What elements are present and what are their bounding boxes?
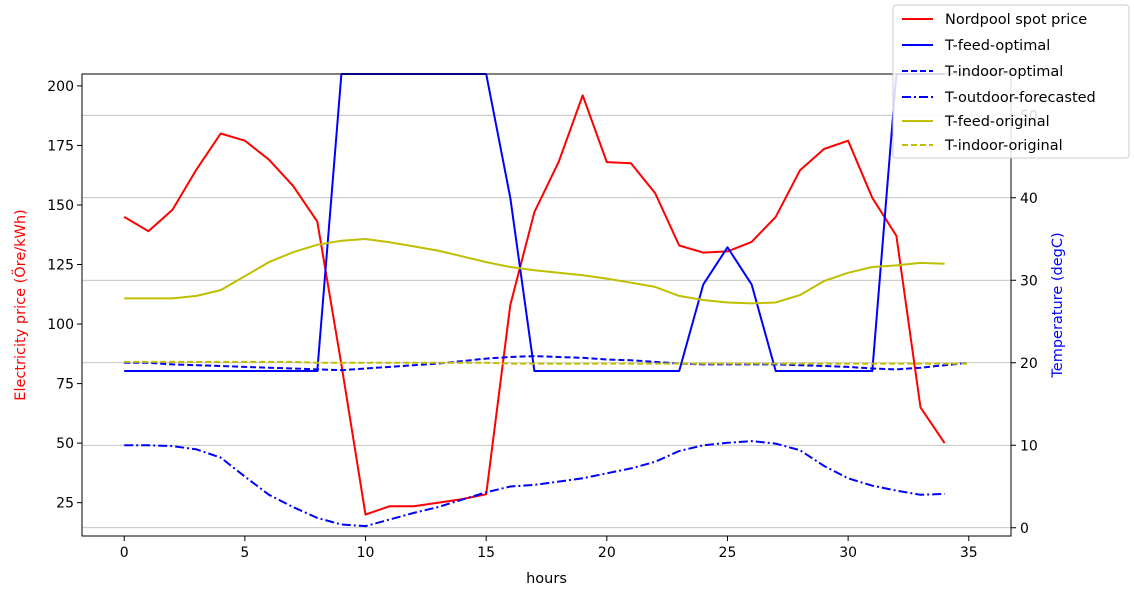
x-tick-label: 0 (120, 545, 129, 561)
x-tick-label: 10 (357, 545, 375, 561)
right-y-tick-label: 40 (1020, 191, 1038, 207)
legend-label-t-indoor-original: T-indoor-original (944, 138, 1063, 154)
legend-label-t-indoor-optimal: T-indoor-optimal (944, 64, 1063, 80)
left-y-tick-label: 175 (47, 138, 74, 154)
right-y-axis-label: Temperature (degC) (1050, 232, 1066, 378)
right-y-tick-label: 10 (1020, 438, 1038, 454)
x-tick-label: 30 (839, 545, 857, 561)
left-y-tick-label: 125 (47, 258, 74, 274)
series-line-t-feed-original (124, 238, 945, 305)
x-tick-label: 35 (960, 545, 978, 561)
x-tick-label: 20 (598, 545, 616, 561)
plot-frame (81, 73, 1012, 537)
right-y-tick-label: 20 (1020, 356, 1038, 372)
series-line-t-feed-optimal (124, 73, 945, 372)
left-y-tick-label: 50 (56, 436, 74, 452)
left-y-tick-label: 200 (47, 79, 74, 95)
legend-label-nordpool-spot-price: Nordpool spot price (945, 12, 1087, 28)
series-line-t-indoor-optimal (124, 355, 969, 372)
legend-label-t-feed-optimal: T-feed-optimal (944, 38, 1050, 54)
plot-lines (123, 73, 969, 528)
series-line-t-outdoor-forecasted (124, 440, 945, 528)
legend-label-t-outdoor-forecasted: T-outdoor-forecasted (944, 90, 1096, 106)
series-line-t-indoor-original (124, 360, 969, 365)
x-tick-label: 15 (477, 545, 495, 561)
left-y-tick-label: 75 (56, 377, 74, 393)
x-tick-label: 5 (240, 545, 249, 561)
x-tick-label: 25 (719, 545, 737, 561)
left-axis-ticks: 25 50 75 100 125 150 175 200 (47, 79, 82, 512)
x-axis-label: hours (526, 571, 567, 587)
left-y-axis-label: Electricity price (Öre/kWh) (11, 209, 29, 400)
right-y-tick-label: 30 (1020, 273, 1038, 289)
x-axis-ticks: 0 5 10 15 20 25 30 35 (120, 536, 978, 561)
left-y-tick-label: 100 (47, 317, 74, 333)
legend-box (892, 4, 1130, 159)
right-y-tick-label: 0 (1020, 521, 1029, 537)
left-y-tick-label: 25 (56, 496, 74, 512)
legend: Nordpool spot price T-feed-optimal T-ind… (892, 4, 1130, 159)
series-line-nordpool-spot-price (123, 94, 946, 516)
left-y-tick-label: 150 (47, 198, 74, 214)
legend-label-t-feed-original: T-feed-original (944, 114, 1050, 130)
